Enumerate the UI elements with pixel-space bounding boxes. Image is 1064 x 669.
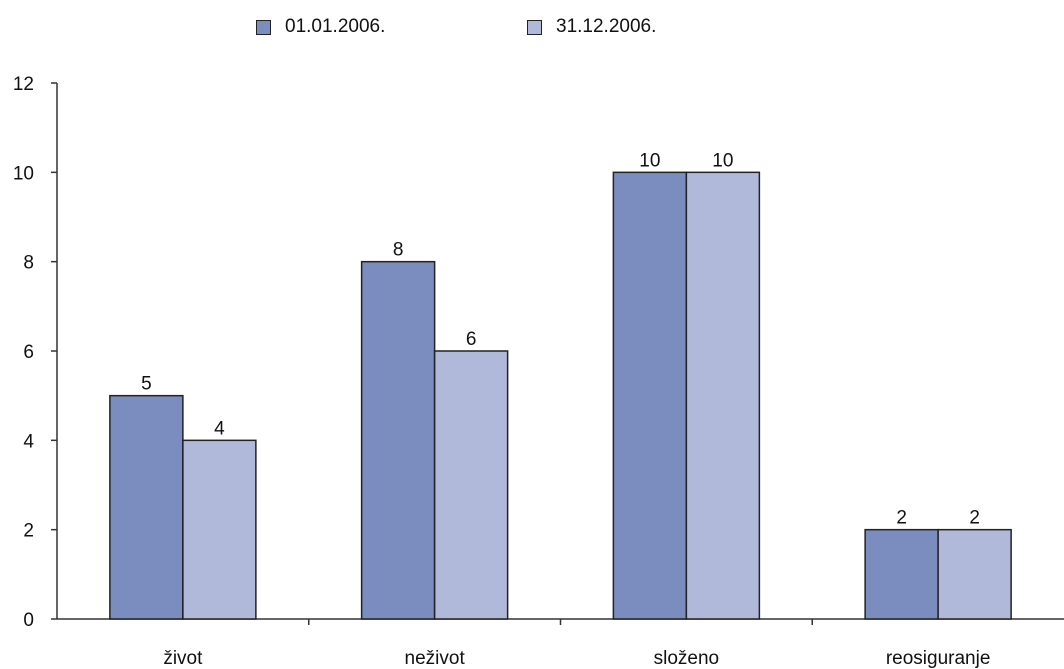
y-tick-label: 10 <box>13 163 34 184</box>
bar <box>435 351 508 619</box>
data-label: 4 <box>214 418 225 439</box>
y-tick-label: 12 <box>13 74 34 95</box>
bar <box>110 396 183 619</box>
y-tick-label: 8 <box>23 253 34 274</box>
data-label: 2 <box>969 508 980 529</box>
x-tick-label: život <box>163 648 203 669</box>
bar <box>183 440 256 619</box>
bar <box>362 262 435 619</box>
data-label: 10 <box>712 150 733 171</box>
x-tick-label: reosiguranje <box>886 648 991 669</box>
bar <box>686 172 759 619</box>
y-tick-label: 2 <box>23 521 34 542</box>
y-tick-label: 4 <box>23 431 34 452</box>
x-tick-label: složeno <box>654 648 720 669</box>
y-tick-label: 6 <box>23 342 34 363</box>
x-tick-label: neživot <box>405 648 466 669</box>
y-tick-label: 0 <box>23 610 34 631</box>
data-label: 5 <box>141 374 152 395</box>
bar <box>865 530 938 619</box>
data-label: 10 <box>639 150 660 171</box>
bar <box>613 172 686 619</box>
data-label: 6 <box>466 329 477 350</box>
bar <box>938 530 1011 619</box>
data-label: 8 <box>393 240 404 261</box>
data-label: 2 <box>896 508 907 529</box>
